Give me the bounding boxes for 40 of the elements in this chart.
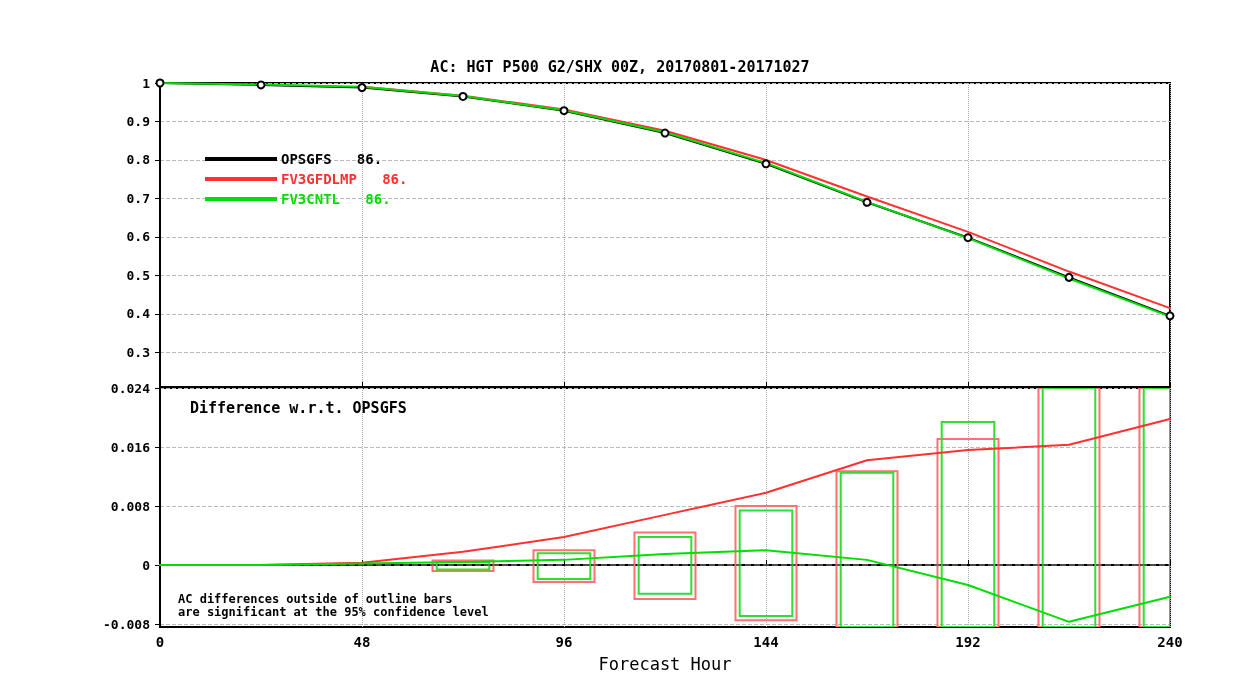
point xyxy=(155,78,165,88)
point xyxy=(1165,311,1175,321)
y-tick-label: 1 xyxy=(142,75,151,91)
legend-label: FV3CNTL 86. xyxy=(281,191,391,207)
annotation: Difference w.r.t. OPSGFS xyxy=(190,399,407,417)
bar xyxy=(431,559,495,572)
chart-title: AC: HGT P500 G2/SHX 00Z, 20170801-20171027 xyxy=(430,57,810,76)
point xyxy=(862,197,872,207)
legend-label: FV3GFDLMP 86. xyxy=(281,171,408,187)
y-tick-label: 0.016 xyxy=(110,439,151,455)
y-tick-label: 0.6 xyxy=(126,229,151,245)
point xyxy=(660,128,670,138)
y-tick-label: 0.4 xyxy=(126,306,151,322)
point xyxy=(256,80,266,90)
legend-label: OPSGFS 86. xyxy=(281,151,383,167)
point xyxy=(458,91,468,101)
x-tick-label: 48 xyxy=(353,634,371,650)
x-axis-title: Forecast Hour xyxy=(598,653,732,674)
y-tick-label: -0.008 xyxy=(103,616,151,632)
point xyxy=(559,106,569,116)
y-tick-label: 0.5 xyxy=(126,267,150,283)
bar xyxy=(940,420,996,627)
point xyxy=(963,233,973,243)
x-tick-label: 0 xyxy=(155,634,165,650)
x-tick-label: 96 xyxy=(555,634,573,650)
bar xyxy=(936,437,1000,627)
x-tick-label: 144 xyxy=(753,634,779,650)
y-tick-label: 0.024 xyxy=(110,380,151,396)
x-tick-label: 240 xyxy=(1157,634,1183,650)
y-tick-label: 0 xyxy=(142,557,151,573)
point xyxy=(357,83,367,93)
y-tick-label: 0.008 xyxy=(110,498,151,514)
y-tick-label: 0.3 xyxy=(126,344,150,360)
point xyxy=(1064,272,1074,282)
annotation: AC differences outside of outline bars are significant at the 95% confidence level xyxy=(178,591,489,619)
y-tick-label: 0.8 xyxy=(126,152,151,168)
y-tick-label: 0.7 xyxy=(126,190,150,206)
point xyxy=(761,159,771,169)
y-tick-label: 0.9 xyxy=(126,113,150,129)
x-tick-label: 192 xyxy=(955,634,981,650)
